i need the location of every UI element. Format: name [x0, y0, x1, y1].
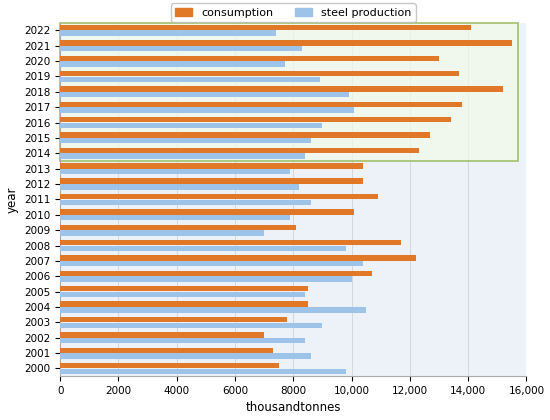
Bar — [60, 348, 273, 353]
Bar — [60, 286, 308, 291]
Bar — [60, 317, 288, 322]
Bar — [60, 338, 305, 343]
Bar — [60, 102, 463, 107]
Bar — [60, 369, 346, 374]
X-axis label: thousandtonnes: thousandtonnes — [245, 402, 341, 415]
Bar — [60, 92, 349, 97]
Bar — [60, 307, 366, 312]
Bar — [60, 323, 322, 328]
Bar — [60, 240, 401, 245]
Bar — [60, 225, 296, 230]
Bar — [60, 194, 378, 199]
Bar — [60, 61, 284, 67]
Bar — [60, 71, 459, 76]
Bar — [60, 276, 351, 282]
Bar — [60, 117, 450, 122]
Bar — [60, 246, 346, 251]
Bar — [60, 230, 264, 236]
Bar — [60, 332, 264, 338]
Y-axis label: year: year — [6, 186, 19, 213]
Bar — [60, 138, 311, 144]
Bar — [60, 148, 419, 153]
Bar — [60, 363, 279, 368]
Bar — [60, 163, 363, 168]
Bar — [60, 255, 416, 261]
Bar — [60, 184, 299, 189]
Bar — [60, 40, 512, 45]
Bar — [60, 25, 471, 30]
Bar — [60, 261, 363, 266]
Bar — [60, 200, 311, 205]
Bar — [60, 215, 290, 220]
Bar — [60, 123, 322, 128]
Bar — [60, 46, 302, 51]
Legend: consumption, steel production: consumption, steel production — [171, 3, 416, 22]
Bar — [60, 76, 320, 82]
Bar — [60, 302, 308, 307]
FancyBboxPatch shape — [60, 23, 518, 161]
Bar — [60, 292, 305, 297]
Bar — [60, 108, 355, 113]
Bar — [60, 132, 430, 138]
Bar — [60, 169, 290, 174]
Bar — [60, 55, 439, 61]
Bar — [60, 209, 355, 215]
Bar — [60, 31, 276, 36]
Bar — [60, 86, 503, 92]
Bar — [60, 178, 363, 184]
Bar — [60, 271, 372, 276]
Bar — [60, 153, 305, 159]
Bar — [60, 353, 311, 359]
